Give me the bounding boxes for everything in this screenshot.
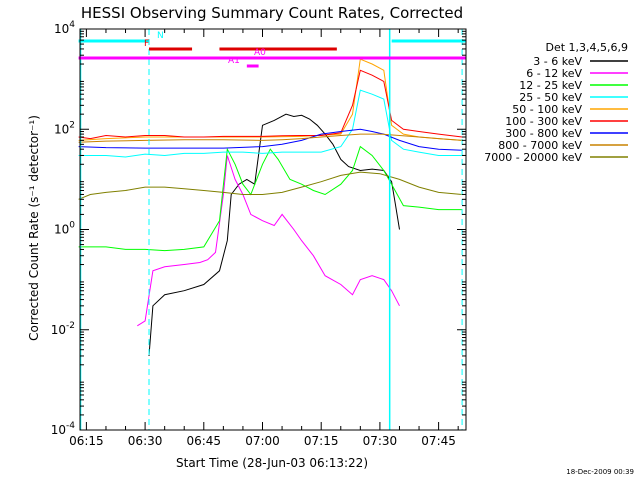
chart-title: HESSI Observing Summary Count Rates, Cor… (81, 4, 463, 22)
legend-label-8: 800 - 7000 keV (498, 139, 582, 152)
legend-label-7: 300 - 800 keV (505, 127, 582, 140)
y-tick-label-2: 10-2 (51, 321, 75, 337)
footer-timestamp: 18-Dec-2009 00:39 (566, 468, 634, 476)
plot-traces (78, 58, 463, 357)
legend-label-1: 3 - 6 keV (533, 55, 582, 68)
series-line-1 (148, 113, 400, 357)
x-tick-label-6: 07:30 (363, 434, 398, 448)
legend-label-3: 12 - 25 keV (519, 79, 582, 92)
state-bar-label-a1: A1 (228, 56, 240, 66)
series-line-6 (78, 69, 463, 140)
series-line-3 (78, 145, 463, 252)
series-line-7 (78, 128, 463, 151)
y-tick-label-5: 104 (54, 20, 75, 36)
x-axis-label: Start Time (28-Jun-03 06:13:22) (176, 456, 368, 470)
series-line-8 (78, 133, 463, 143)
y-tick-label-3: 100 (54, 221, 75, 237)
legend-label-4: 25 - 50 keV (519, 91, 582, 104)
series-line-4 (78, 89, 463, 158)
legend-label-9: 7000 - 20000 keV (484, 151, 582, 164)
state-bar-label-a0: A0 (254, 48, 266, 58)
x-tick-label-7: 07:45 (421, 434, 456, 448)
series-line-2 (137, 155, 400, 327)
x-tick-label-3: 06:45 (186, 434, 221, 448)
state-bar-label-n: N (157, 31, 164, 41)
series-line-9 (78, 171, 463, 200)
legend-title: Det 1,3,4,5,6,9 (545, 41, 628, 54)
legend-label-6: 100 - 300 keV (505, 115, 582, 128)
series-line-5 (78, 58, 463, 141)
y-tick-label-1: 10-4 (51, 421, 76, 437)
y-axis-label: Corrected Count Rate (s⁻¹ detector⁻¹) (27, 115, 41, 341)
y-tick-label-4: 102 (54, 120, 75, 136)
legend-label-5: 50 - 100 keV (512, 103, 582, 116)
x-tick-label-4: 07:00 (245, 434, 280, 448)
legend-label-2: 6 - 12 keV (526, 67, 582, 80)
x-tick-label-5: 07:15 (304, 434, 339, 448)
x-tick-label-2: 06:30 (128, 434, 163, 448)
plot-axes: 06:15 06:30 06:45 07:00 07:15 07:30 07:45 10-4 1… (51, 20, 467, 448)
state-bar-label-f: F (144, 39, 149, 49)
x-tick-label-1: 06:15 (69, 434, 104, 448)
